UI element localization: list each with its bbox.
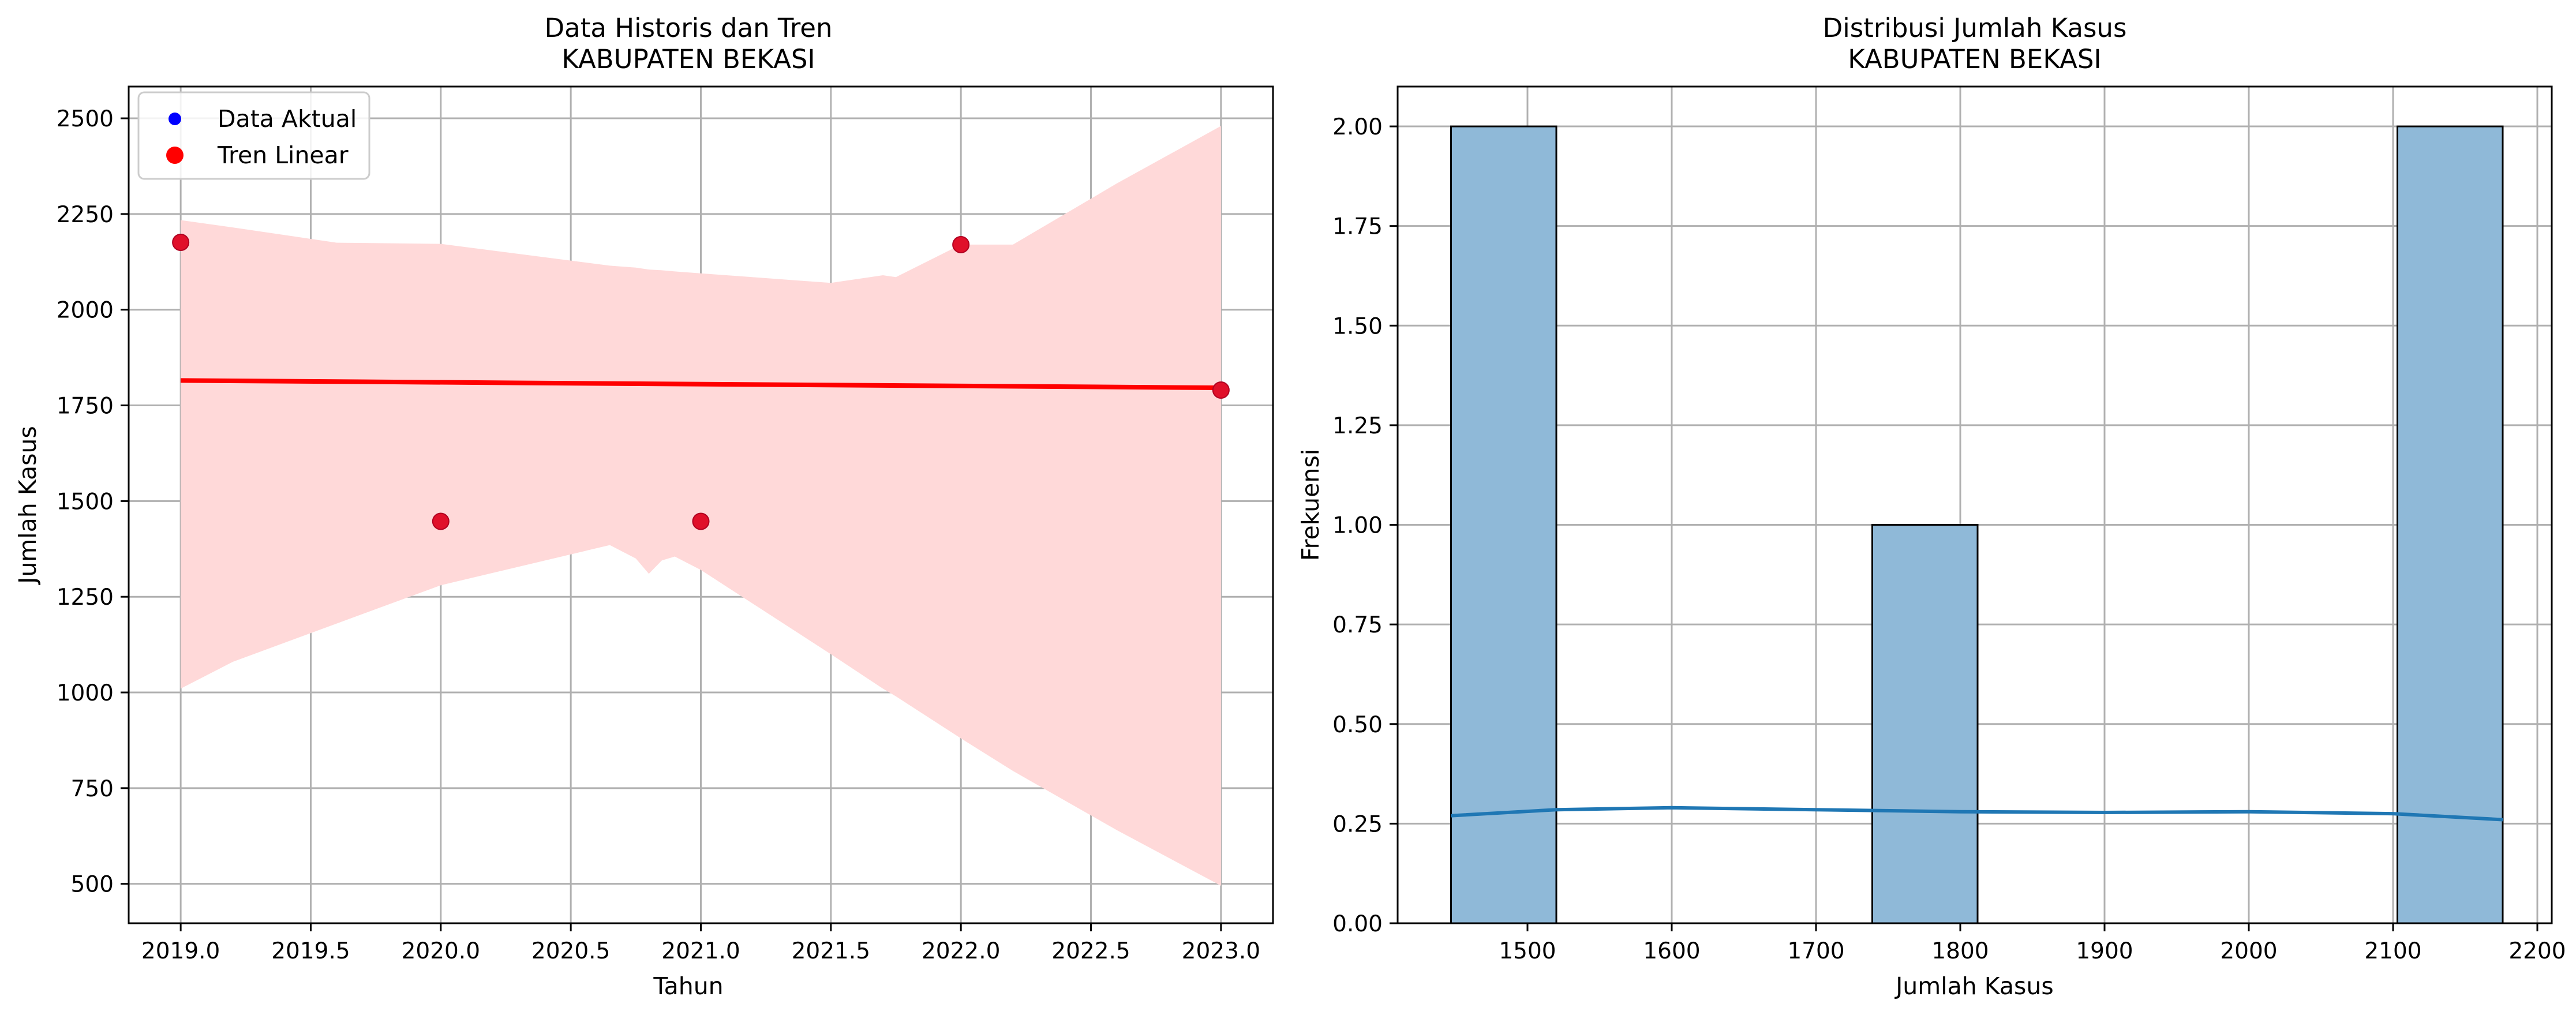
histogram-bar (2397, 125, 2504, 924)
y-tick-label: 2500 (57, 106, 114, 132)
histogram-frame (1396, 85, 2553, 924)
x-tick-label: 1700 (1787, 938, 1844, 964)
trend-y-ticks: 500 750 1000 1250 1500 1750 2000 2250 2500 (57, 106, 129, 898)
histogram-y-axis-label: Frekuensi (1297, 449, 1324, 561)
histogram-bar (1450, 125, 1557, 924)
y-tick-label: 1.75 (1332, 214, 1383, 240)
trend-line (181, 378, 1221, 391)
trend-chart-frame (128, 85, 1274, 924)
kde-curve (1451, 806, 2503, 822)
x-tick-label: 2200 (2508, 938, 2566, 964)
y-tick-label: 500 (71, 872, 114, 898)
y-tick-label: 2250 (57, 202, 114, 228)
trend-x-ticks: 2019.0 2019.5 2020.0 2020.5 2021.0 2021.5 2022… (141, 923, 1260, 964)
histogram-subtitle: KABUPATEN BEKASI (1848, 44, 2101, 74)
trend-line-path (181, 378, 1221, 391)
confidence-band (181, 126, 1221, 886)
histogram-bar (1871, 524, 1979, 924)
y-tick-label: 1250 (57, 585, 114, 611)
y-tick-label: 0.75 (1332, 612, 1383, 638)
trend-chart-title: Data Historis dan Tren (544, 13, 832, 43)
x-tick-label: 2022.5 (1051, 938, 1130, 964)
x-tick-label: 2021.0 (661, 938, 740, 964)
histogram-x-ticks: 1500 1600 1700 1800 1900 2000 2100 2200 (1499, 923, 2566, 964)
y-tick-label: 1500 (57, 489, 114, 515)
histogram-panel: Distribusi Jumlah Kasus KABUPATEN BEKASI… (1297, 13, 2566, 1000)
data-points (172, 233, 1230, 530)
histogram-y-ticks: 0.00 0.25 0.50 0.75 1.00 1.25 1.50 1.75 2.00 (1332, 114, 1398, 937)
data-point (432, 512, 450, 530)
x-tick-label: 2023.0 (1182, 938, 1260, 964)
y-tick-label: 0.50 (1332, 712, 1383, 738)
histogram-title: Distribusi Jumlah Kasus (1823, 13, 2127, 43)
y-tick-label: 1.50 (1332, 313, 1383, 339)
x-tick-label: 2021.5 (792, 938, 870, 964)
data-point (952, 235, 970, 253)
y-tick-label: 1.25 (1332, 413, 1383, 439)
histogram-x-axis-label: Jumlah Kasus (1894, 972, 2054, 1000)
y-tick-label: 1000 (57, 680, 114, 706)
legend-marker-tren-linear (166, 147, 184, 164)
x-tick-label: 2020.0 (402, 938, 480, 964)
confidence-band-area (181, 126, 1221, 886)
y-tick-label: 1.00 (1332, 513, 1383, 539)
data-point (692, 512, 710, 530)
y-tick-label: 0.00 (1332, 911, 1383, 937)
x-tick-label: 1600 (1643, 938, 1700, 964)
x-tick-label: 2019.0 (141, 938, 220, 964)
x-tick-label: 2019.5 (271, 938, 350, 964)
histogram-bars (1450, 125, 2504, 924)
trend-chart-panel: Data Historis dan Tren KABUPATEN BEKASI … (14, 13, 1274, 1000)
kde-curve-path (1451, 806, 2503, 822)
trend-y-axis-label: Jumlah Kasus (14, 426, 42, 586)
legend-box (137, 91, 370, 180)
legend-label-data-aktual: Data Aktual (218, 105, 357, 133)
y-tick-label: 750 (71, 776, 114, 802)
data-point (1212, 381, 1230, 399)
x-tick-label: 2000 (2220, 938, 2277, 964)
trend-chart-subtitle: KABUPATEN BEKASI (561, 44, 815, 74)
legend-marker-data-aktual (169, 113, 181, 125)
legend: Data Aktual Tren Linear (137, 91, 370, 180)
x-tick-label: 1500 (1499, 938, 1556, 964)
y-tick-label: 1750 (57, 394, 114, 420)
trend-x-axis-label: Tahun (653, 972, 723, 1000)
y-tick-label: 0.25 (1332, 811, 1383, 837)
x-tick-label: 1800 (1931, 938, 1989, 964)
y-tick-label: 2.00 (1332, 114, 1383, 140)
y-tick-label: 2000 (57, 298, 114, 324)
legend-label-tren-linear: Tren Linear (217, 141, 349, 169)
x-tick-label: 2022.0 (922, 938, 1000, 964)
x-tick-label: 1900 (2076, 938, 2133, 964)
x-tick-label: 2100 (2364, 938, 2421, 964)
x-tick-label: 2020.5 (531, 938, 610, 964)
data-point (172, 233, 190, 251)
